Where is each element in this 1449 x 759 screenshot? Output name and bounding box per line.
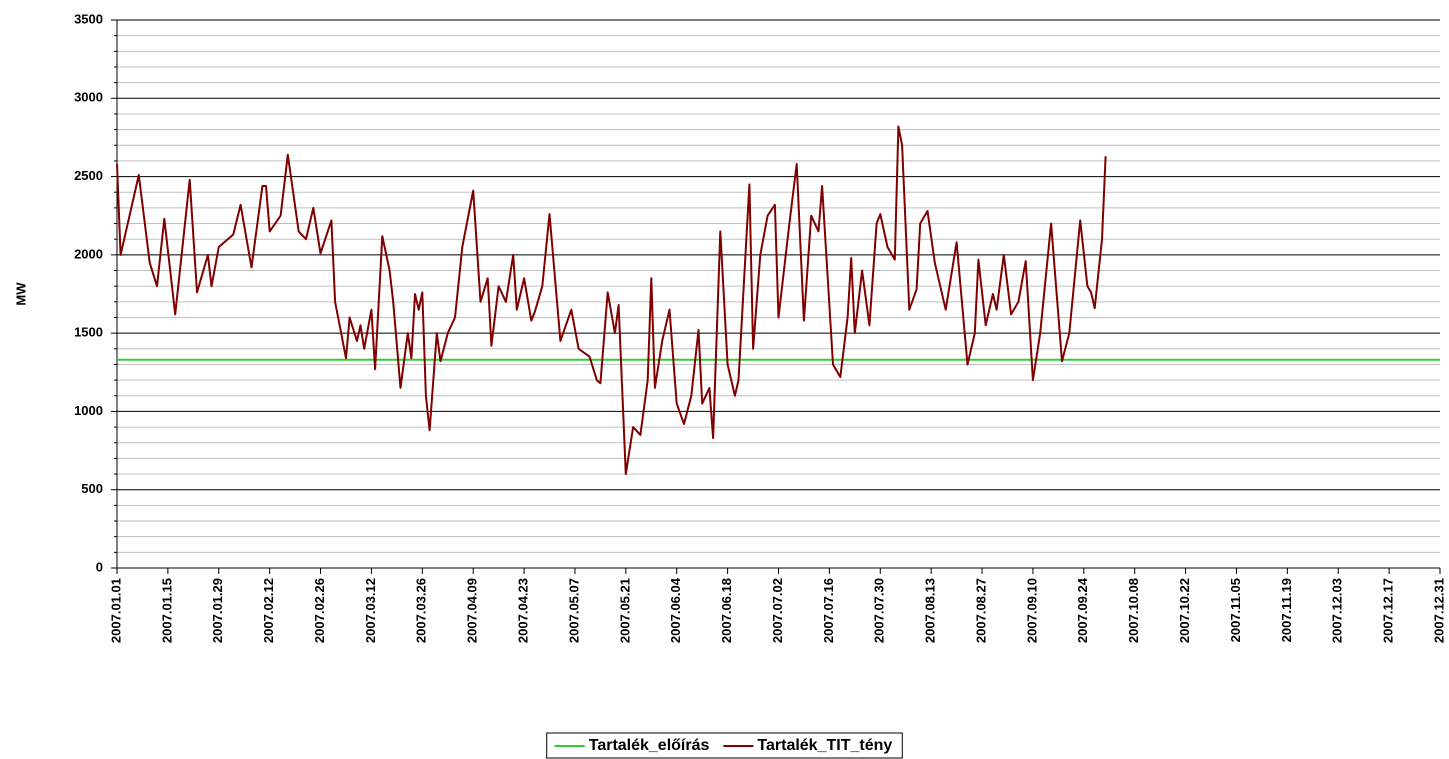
y-axis-label: MW [13,282,28,306]
x-tick-label: 2007.04.09 [465,578,480,643]
x-tick-label: 2007.03.26 [414,578,429,643]
y-tick-label: 3500 [74,11,103,26]
x-tick-label: 2007.11.05 [1228,578,1243,642]
x-tick-label: 2007.07.30 [872,578,887,643]
x-tick-label: 2007.10.22 [1177,578,1192,643]
x-tick-label: 2007.11.19 [1279,578,1294,642]
y-tick-label: 1500 [74,325,103,340]
y-tick-label: 2000 [74,246,103,261]
x-tick-label: 2007.09.24 [1075,577,1090,643]
x-tick-label: 2007.01.15 [159,578,174,643]
x-tick-label: 2007.08.27 [973,578,988,643]
y-tick-label: 3000 [74,90,103,105]
y-tick-label: 1000 [74,403,103,418]
x-tick-label: 2007.08.13 [923,578,938,643]
x-tick-label: 2007.12.31 [1431,578,1446,643]
x-tick-label: 2007.03.12 [363,578,378,643]
y-tick-label: 2500 [74,168,103,183]
legend: Tartalék_előírás Tartalék_TIT_tény [546,732,903,759]
x-tick-label: 2007.06.04 [668,577,683,643]
series-line [116,125,1107,476]
x-tick-label: 2007.12.03 [1330,578,1345,643]
x-tick-label: 2007.04.23 [516,578,531,643]
x-tick-label: 2007.02.26 [312,578,327,643]
x-tick-label: 2007.09.10 [1024,578,1039,643]
x-tick-label: 2007.01.29 [210,578,225,643]
x-tick-label: 2007.10.08 [1126,578,1141,643]
x-tick-label: 2007.05.21 [617,578,632,643]
x-tick-label: 2007.02.12 [261,578,276,643]
legend-label: Tartalék_előírás [589,737,710,754]
y-tick-label: 500 [81,481,103,496]
x-tick-label: 2007.12.17 [1381,578,1396,643]
x-tick-label: 2007.01.01 [108,578,123,643]
x-tick-label: 2007.07.16 [821,578,836,643]
x-tick-label: 2007.06.18 [719,578,734,643]
legend-label: Tartalék_TIT_tény [757,737,892,754]
x-tick-label: 2007.07.02 [770,578,785,643]
y-tick-label: 0 [96,559,103,574]
x-tick-label: 2007.05.07 [566,578,581,643]
